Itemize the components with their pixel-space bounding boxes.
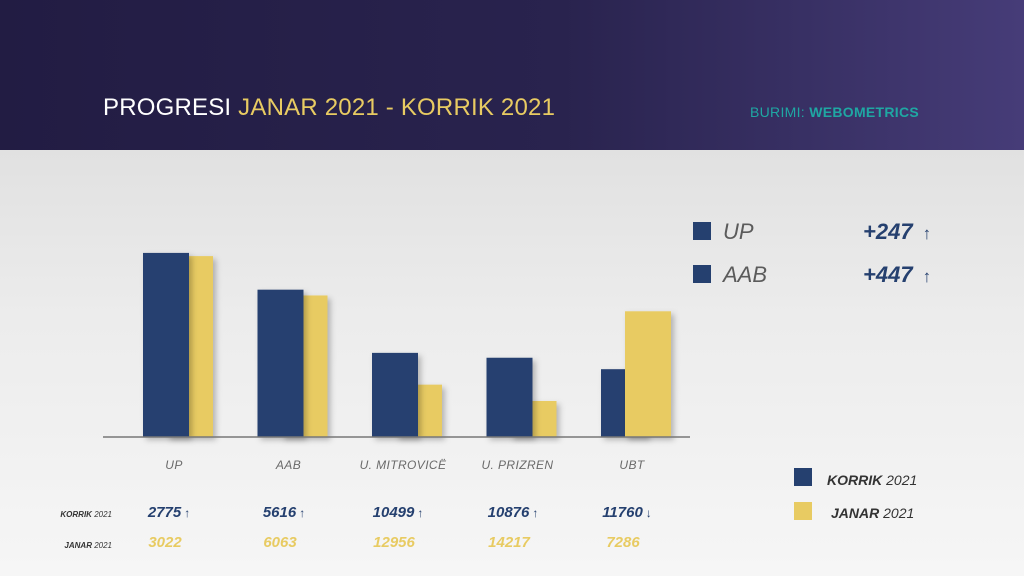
janar-row-label-bold: JANAR <box>64 541 92 550</box>
arrow-up-icon: ↑ <box>299 506 306 520</box>
bar-korrik-3 <box>486 357 533 437</box>
janar-value-prizren: 14217 <box>488 534 530 551</box>
bar-korrik-1 <box>257 289 304 437</box>
category-labels: UP AAB U. MITROVICË U. PRIZREN UBT <box>165 458 645 472</box>
category-label-0: UP <box>165 458 182 472</box>
legend-label-janar: JANAR 2021 <box>831 505 915 521</box>
bar-janar-4 <box>625 311 671 437</box>
header-banner: PROGRESI JANAR 2021 - KORRIK 2021 BURIMI… <box>0 0 1024 150</box>
legend-swatch-korrik <box>794 468 812 486</box>
title-prefix: PROGRESI <box>103 94 239 121</box>
legend-change-aab: +447 ↑ <box>863 262 932 287</box>
legend-label-aab: AAB <box>723 262 768 287</box>
korrik-value-mitrovice: 10499 ↑ <box>372 504 424 521</box>
korrik-value-aab: 5616 ↑ <box>262 504 306 521</box>
arrow-up-icon: ↑ <box>184 506 191 520</box>
legend-change-up: +247 ↑ <box>863 219 932 244</box>
janar-value-mitrovice: 12956 <box>373 534 415 551</box>
legend-label-up: UP <box>723 219 754 244</box>
title-highlight: JANAR 2021 - KORRIK 2021 <box>238 94 556 121</box>
arrow-up-icon: ↑ <box>532 506 539 520</box>
arrow-up-icon: ↑ <box>417 506 424 520</box>
source-name: WEBOMETRICS <box>809 104 920 120</box>
janar-value-ubt: 7286 <box>606 534 640 551</box>
korrik-row-label: KORRIK 2021 <box>52 510 112 519</box>
janar-value-up: 3022 <box>148 534 182 551</box>
bar-korrik-2 <box>372 352 418 437</box>
arrow-down-icon: ↓ <box>645 506 652 520</box>
korrik-value-ubt: 11760 ↓ <box>602 504 652 521</box>
bars-group <box>143 252 671 437</box>
janar-row-label-year: 2021 <box>91 541 112 550</box>
korrik-row-label-year: 2021 <box>91 510 112 519</box>
arrow-up-icon: ↑ <box>922 267 932 286</box>
korrik-value-up: 2775 ↑ <box>147 504 191 521</box>
source-credit: BURIMI: WEBOMETRICS <box>750 104 919 120</box>
janar-row-label: JANAR 2021 <box>52 541 112 550</box>
arrow-up-icon: ↑ <box>922 224 932 243</box>
category-label-2: U. MITROVICË <box>360 458 447 472</box>
source-prefix: BURIMI: <box>750 104 810 120</box>
page-title: PROGRESI JANAR 2021 - KORRIK 2021 <box>103 94 555 122</box>
legend-swatch-aab <box>693 265 711 283</box>
category-label-4: UBT <box>619 458 645 472</box>
legend-swatch-up <box>693 222 711 240</box>
korrik-value-prizren: 10876 ↑ <box>487 504 539 521</box>
category-label-1: AAB <box>275 458 301 472</box>
legend-label-korrik: KORRIK 2021 <box>827 472 918 488</box>
korrik-row-label-bold: KORRIK <box>60 510 92 519</box>
bar-korrik-0 <box>143 252 189 437</box>
category-label-3: U. PRIZREN <box>481 458 553 472</box>
legend-swatch-janar <box>794 502 812 520</box>
janar-value-aab: 6063 <box>263 534 297 551</box>
